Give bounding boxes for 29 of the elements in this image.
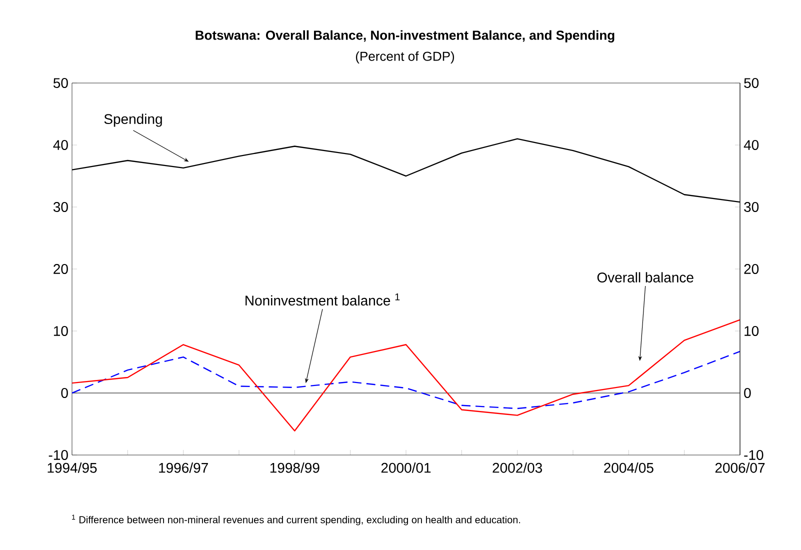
- y2-tick-label: 30: [744, 202, 759, 212]
- y-tick-label: 30: [53, 202, 68, 212]
- y-tick-label: 0: [61, 388, 68, 398]
- text: Overall balance: [597, 272, 694, 282]
- text: $^{1}$ Difference between non-mineral revenues and current spending, excluding on health and education.: [72, 514, 520, 526]
- line-series: [72, 350, 740, 410]
- x-tick-label: 2006/07: [715, 462, 765, 473]
- x-tick-label: 1994/95: [48, 462, 97, 473]
- text: Spending: [104, 114, 162, 127]
- y-tick-label: 20: [54, 264, 68, 274]
- chart-title: Botswana: Overall Balance, Non-investment Balance, and Spending: [196, 30, 614, 42]
- y-tick-label: 50: [53, 78, 68, 88]
- x-tick-label: 1996/97: [159, 462, 208, 473]
- y2-tick-label: 20: [744, 264, 759, 274]
- y2-tick-label: 50: [744, 78, 759, 88]
- x-tick-label: 1998/99: [270, 462, 320, 473]
- line-series: [72, 319, 740, 432]
- x-tick-label: 2004/05: [604, 462, 654, 473]
- y-tick-label: 40: [53, 140, 68, 150]
- x-tick-label: 2000/01: [381, 462, 431, 473]
- y2-tick-label: 40: [744, 140, 759, 150]
- x-tick-label: 2002/03: [492, 462, 542, 473]
- y2-tick-label: -10: [744, 450, 764, 460]
- y2-tick-label: 10: [744, 326, 759, 336]
- chart-subtitle: (Percent of GDP): [356, 51, 454, 64]
- text: Noninvestment balance $^{1}$: [246, 293, 400, 306]
- y-tick-label: 10: [54, 326, 68, 336]
- y2-tick-label: 0: [744, 388, 751, 398]
- y-tick-label: -10: [48, 450, 68, 460]
